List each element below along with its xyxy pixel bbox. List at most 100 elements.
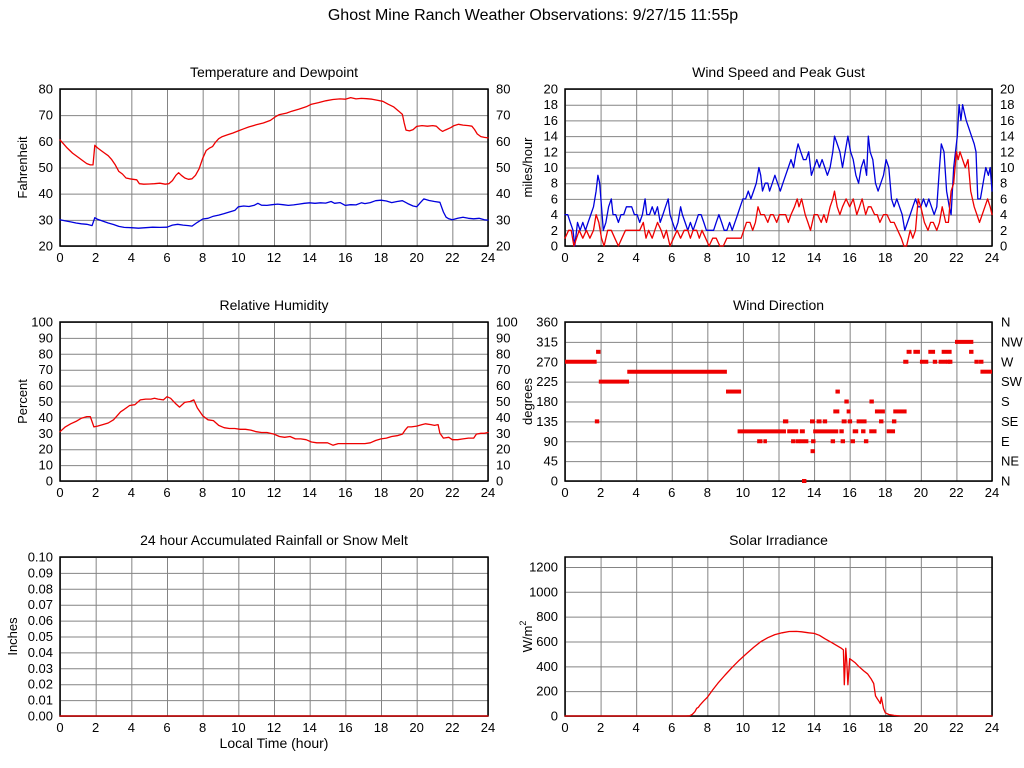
y-tick-label: 80 <box>39 82 53 97</box>
y-tick-label: 225 <box>536 374 558 389</box>
x-tick-label: 4 <box>633 720 640 735</box>
y-tick-label: 10 <box>544 160 558 175</box>
y-tick-label-right: 0 <box>496 474 503 489</box>
x-tick-label: 16 <box>338 250 352 265</box>
y-tick-label: 0.08 <box>28 581 53 596</box>
x-tick-label: 6 <box>163 720 170 735</box>
x-tick-label: 0 <box>56 485 63 500</box>
x-tick-label: 22 <box>445 250 459 265</box>
x-tick-label: 2 <box>92 250 99 265</box>
y-tick-label: 80 <box>39 346 53 361</box>
y-tick-label-right: 10 <box>496 458 510 473</box>
chart-rainfall: 0.000.010.020.030.040.050.060.070.080.09… <box>5 532 495 751</box>
x-tick-label: 12 <box>771 250 785 265</box>
x-tick-label: 16 <box>842 720 856 735</box>
y-tick-label: 800 <box>536 609 558 624</box>
y-tick-label-right: 20 <box>496 239 510 254</box>
compass-label: NE <box>1001 454 1019 469</box>
y-tick-label-right: 100 <box>496 315 518 330</box>
x-tick-label: 8 <box>199 250 206 265</box>
x-tick-label: 0 <box>56 250 63 265</box>
y-tick-label: 0 <box>46 474 53 489</box>
y-tick-label-right: 6 <box>1000 191 1007 206</box>
y-tick-label: 0.06 <box>28 613 53 628</box>
x-tick-label: 20 <box>914 485 928 500</box>
y-tick-label: 90 <box>544 434 558 449</box>
y-tick-label: 0.05 <box>28 629 53 644</box>
y-tick-label: 0.09 <box>28 565 53 580</box>
grid <box>60 322 489 482</box>
grid <box>565 557 993 717</box>
y-tick-label: 0.03 <box>28 661 53 676</box>
x-tick-label: 14 <box>807 720 821 735</box>
x-tick-label: 4 <box>633 485 640 500</box>
x-tick-label: 6 <box>668 720 675 735</box>
x-tick-label: 0 <box>561 485 568 500</box>
y-tick-label-right: 8 <box>1000 176 1007 191</box>
x-tick-label: 16 <box>338 485 352 500</box>
y-tick-label: 1200 <box>529 559 558 574</box>
series-irradiance <box>564 630 993 717</box>
x-tick-label: 8 <box>199 485 206 500</box>
y-tick-label: 45 <box>544 454 558 469</box>
y-tick-label: 50 <box>39 394 53 409</box>
x-tick-label: 10 <box>736 250 750 265</box>
x-tick-label: 0 <box>561 720 568 735</box>
y-tick-label: 360 <box>536 315 558 330</box>
y-tick-label: 0.07 <box>28 597 53 612</box>
y-tick-label: 20 <box>544 82 558 97</box>
y-tick-label: 60 <box>39 134 53 149</box>
x-tick-label: 18 <box>374 720 388 735</box>
y-tick-label-right: 10 <box>1000 160 1014 175</box>
y-tick-label-right: 16 <box>1000 113 1014 128</box>
chart-title: Wind Direction <box>733 297 824 313</box>
x-tick-label: 20 <box>409 720 423 735</box>
x-tick-label: 0 <box>56 720 63 735</box>
x-tick-label: 16 <box>842 250 856 265</box>
y-tick-label: 40 <box>39 410 53 425</box>
series-humidity <box>59 396 489 446</box>
y-tick-label: 315 <box>536 334 558 349</box>
x-axis-label: Local Time (hour) <box>220 735 329 751</box>
x-tick-label: 20 <box>409 485 423 500</box>
grid <box>565 322 993 482</box>
y-tick-label: 0.10 <box>28 550 53 565</box>
x-tick-label: 8 <box>199 720 206 735</box>
y-tick-label-right: 80 <box>496 346 510 361</box>
y-tick-label-right: 0 <box>1000 239 1007 254</box>
y-tick-label: 1000 <box>529 584 558 599</box>
x-tick-label: 16 <box>842 485 856 500</box>
x-tick-label: 14 <box>807 250 821 265</box>
y-tick-label: 0 <box>551 239 558 254</box>
x-tick-label: 6 <box>668 485 675 500</box>
y-tick-label: 16 <box>544 113 558 128</box>
y-tick-label: 70 <box>39 108 53 123</box>
x-tick-label: 14 <box>302 485 316 500</box>
x-tick-label: 22 <box>445 720 459 735</box>
x-tick-label: 10 <box>736 720 750 735</box>
y-tick-label-right: 2 <box>1000 223 1007 238</box>
compass-label: N <box>1001 315 1010 330</box>
x-tick-label: 8 <box>704 485 711 500</box>
chart-title: 24 hour Accumulated Rainfall or Snow Mel… <box>140 532 408 548</box>
x-tick-label: 22 <box>949 250 963 265</box>
y-tick-label-right: 60 <box>496 134 510 149</box>
y-axis-label: degrees <box>520 378 535 425</box>
x-tick-label: 6 <box>668 250 675 265</box>
x-tick-label: 2 <box>597 485 604 500</box>
x-tick-label: 10 <box>231 485 245 500</box>
x-tick-label: 0 <box>561 250 568 265</box>
x-tick-label: 4 <box>128 720 135 735</box>
y-tick-label: 270 <box>536 354 558 369</box>
y-tick-label: 2 <box>551 223 558 238</box>
y-tick-label: 18 <box>544 97 558 112</box>
y-tick-label-right: 20 <box>1000 82 1014 97</box>
x-tick-label: 14 <box>807 485 821 500</box>
y-tick-label: 0 <box>551 474 558 489</box>
x-tick-label: 14 <box>302 720 316 735</box>
y-tick-label: 20 <box>39 239 53 254</box>
x-tick-label: 24 <box>985 250 999 265</box>
